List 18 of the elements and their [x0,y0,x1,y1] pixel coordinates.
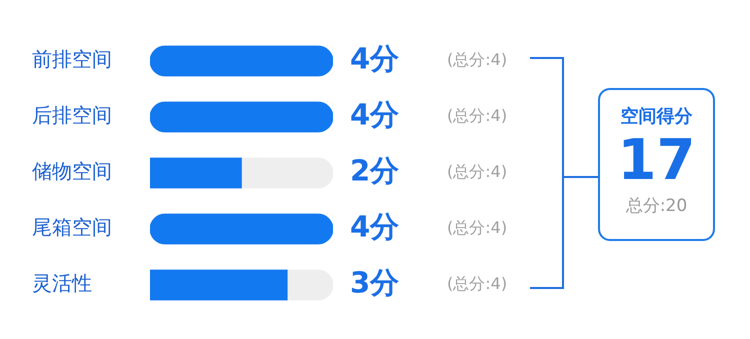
text: (总分:4) [447,50,508,70]
y-tick-label: 灵活性 [32,271,92,296]
text: 总分:20 [624,195,688,217]
data-label: 4分 [350,42,400,76]
text: (总分:4) [447,162,508,182]
text: 17 [616,128,696,194]
text: 空间得分 [620,105,694,128]
text: (总分:4) [447,218,508,238]
y-tick-label: 尾箱空间 [32,215,112,240]
data-label: 3分 [350,266,400,300]
text: (总分:4) [447,106,508,126]
data-label: 4分 [350,210,400,244]
data-label: 2分 [350,154,400,188]
y-tick-label: 后排空间 [32,103,112,128]
y-tick-label: 储物空间 [32,159,112,184]
text: (总分:4) [447,274,508,294]
data-label: 4分 [350,98,400,132]
y-tick-label: 前排空间 [32,47,112,72]
